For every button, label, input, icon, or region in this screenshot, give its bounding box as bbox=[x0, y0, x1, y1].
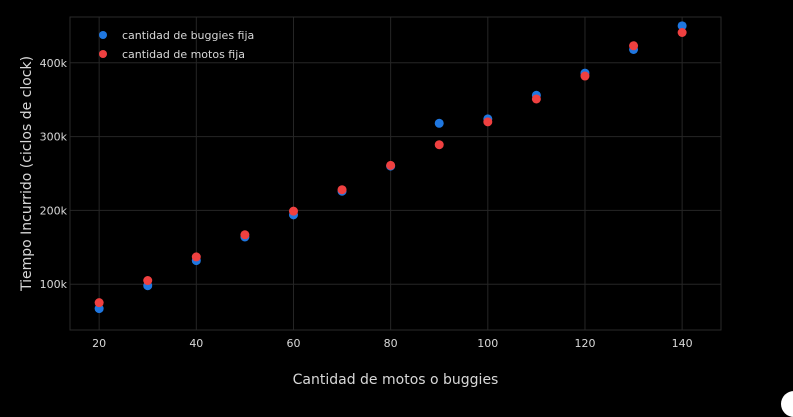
point-series-2 bbox=[483, 117, 493, 127]
x-tick-label: 120 bbox=[574, 337, 595, 350]
x-tick-label: 60 bbox=[286, 337, 300, 350]
x-tick-label: 40 bbox=[189, 337, 203, 350]
point-series-2 bbox=[191, 252, 201, 262]
data-points bbox=[94, 21, 687, 314]
x-tick-label: 80 bbox=[384, 337, 398, 350]
point-series-2 bbox=[94, 298, 104, 308]
point-series-2 bbox=[143, 276, 153, 286]
y-tick-label: 100k bbox=[40, 278, 68, 291]
y-tick-label: 300k bbox=[40, 131, 68, 144]
legend-marker-icon bbox=[99, 50, 107, 58]
point-series-2 bbox=[580, 71, 590, 81]
y-axis-title: Tiempo Incurrido (ciclos de clock) bbox=[19, 56, 35, 292]
x-tick-label: 140 bbox=[672, 337, 693, 350]
point-series-1 bbox=[677, 21, 687, 31]
legend-label: cantidad de motos fija bbox=[122, 48, 245, 61]
y-axis-ticks: 100k 200k 300k 400k bbox=[40, 57, 68, 291]
x-axis-ticks: 20 40 60 80 100 120 140 bbox=[92, 337, 692, 350]
point-series-2 bbox=[288, 206, 298, 216]
legend-label: cantidad de buggies fija bbox=[122, 29, 254, 42]
y-tick-label: 200k bbox=[40, 204, 68, 217]
point-series-2 bbox=[240, 230, 250, 240]
point-series-2 bbox=[629, 41, 639, 51]
plot-area bbox=[69, 16, 722, 331]
x-axis-title: Cantidad de motos o buggies bbox=[293, 372, 499, 388]
legend-item-2[interactable]: cantidad de motos fija bbox=[99, 48, 245, 61]
x-tick-label: 100 bbox=[477, 337, 498, 350]
x-tick-label: 20 bbox=[92, 337, 106, 350]
point-series-1 bbox=[434, 118, 444, 128]
scatter-chart: 20 40 60 80 100 120 140 100k 200k 300k 400k canti… bbox=[19, 16, 722, 388]
point-series-2 bbox=[386, 160, 396, 170]
point-series-2 bbox=[337, 185, 347, 195]
legend-marker-icon bbox=[99, 31, 107, 39]
grid-lines bbox=[70, 17, 721, 330]
point-series-2 bbox=[434, 140, 444, 150]
legend[interactable]: cantidad de buggies fija cantidad de moto… bbox=[99, 29, 254, 61]
y-tick-label: 400k bbox=[40, 57, 68, 70]
point-series-2 bbox=[531, 94, 541, 104]
legend-item-1[interactable]: cantidad de buggies fija bbox=[99, 29, 254, 42]
point-series-2 bbox=[677, 28, 687, 38]
